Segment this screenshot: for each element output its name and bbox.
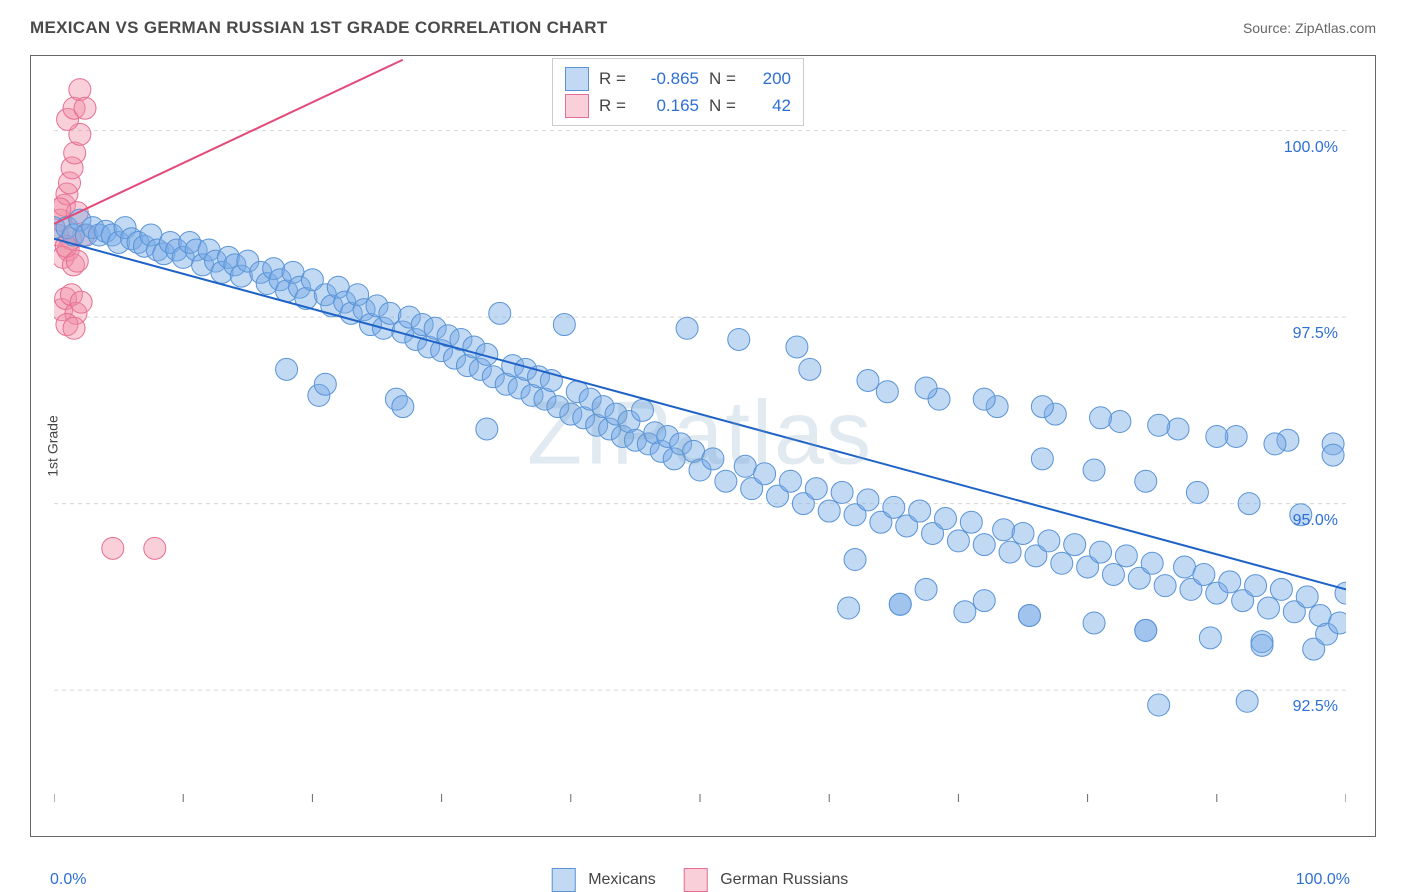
y-tick-label: 92.5% bbox=[1293, 698, 1338, 716]
legend-item-mexicans: Mexicans bbox=[552, 868, 656, 892]
scatter-chart-svg bbox=[54, 56, 1346, 802]
stats-n-label: N = bbox=[709, 65, 737, 92]
stats-row: R = 0.165 N = 42 bbox=[565, 92, 791, 119]
plot-area: ZIPatlas R =-0.865N =200R =0.165N =42 92… bbox=[54, 56, 1346, 802]
stats-n-value: 200 bbox=[747, 65, 791, 92]
legend-swatch-german-russians bbox=[684, 868, 708, 892]
y-tick-label: 97.5% bbox=[1293, 325, 1338, 343]
x-axis-min-label: 0.0% bbox=[50, 871, 86, 889]
stats-r-label: R = bbox=[599, 65, 627, 92]
stats-swatch bbox=[565, 67, 589, 91]
legend-label-german-russians: German Russians bbox=[720, 871, 848, 888]
legend-swatch-mexicans bbox=[552, 868, 576, 892]
chart-title: MEXICAN VS GERMAN RUSSIAN 1ST GRADE CORR… bbox=[30, 18, 608, 38]
y-tick-label: 95.0% bbox=[1293, 512, 1338, 530]
correlation-stats-box: R = -0.865 N = 200 R = 0.165 N = 42 bbox=[552, 58, 804, 126]
stats-swatch bbox=[565, 94, 589, 118]
stats-n-label: N = bbox=[709, 92, 737, 119]
y-tick-label: 100.0% bbox=[1284, 139, 1338, 157]
stats-row: R = -0.865 N = 200 bbox=[565, 65, 791, 92]
stats-r-value: -0.865 bbox=[637, 65, 699, 92]
x-axis-max-label: 100.0% bbox=[1296, 871, 1350, 889]
stats-r-label: R = bbox=[599, 92, 627, 119]
stats-n-value: 42 bbox=[747, 92, 791, 119]
legend-item-german-russians: German Russians bbox=[684, 868, 849, 892]
legend-label-mexicans: Mexicans bbox=[588, 871, 656, 888]
stats-r-value: 0.165 bbox=[637, 92, 699, 119]
source-attribution: Source: ZipAtlas.com bbox=[1243, 20, 1376, 36]
series-legend: Mexicans German Russians bbox=[552, 868, 849, 892]
